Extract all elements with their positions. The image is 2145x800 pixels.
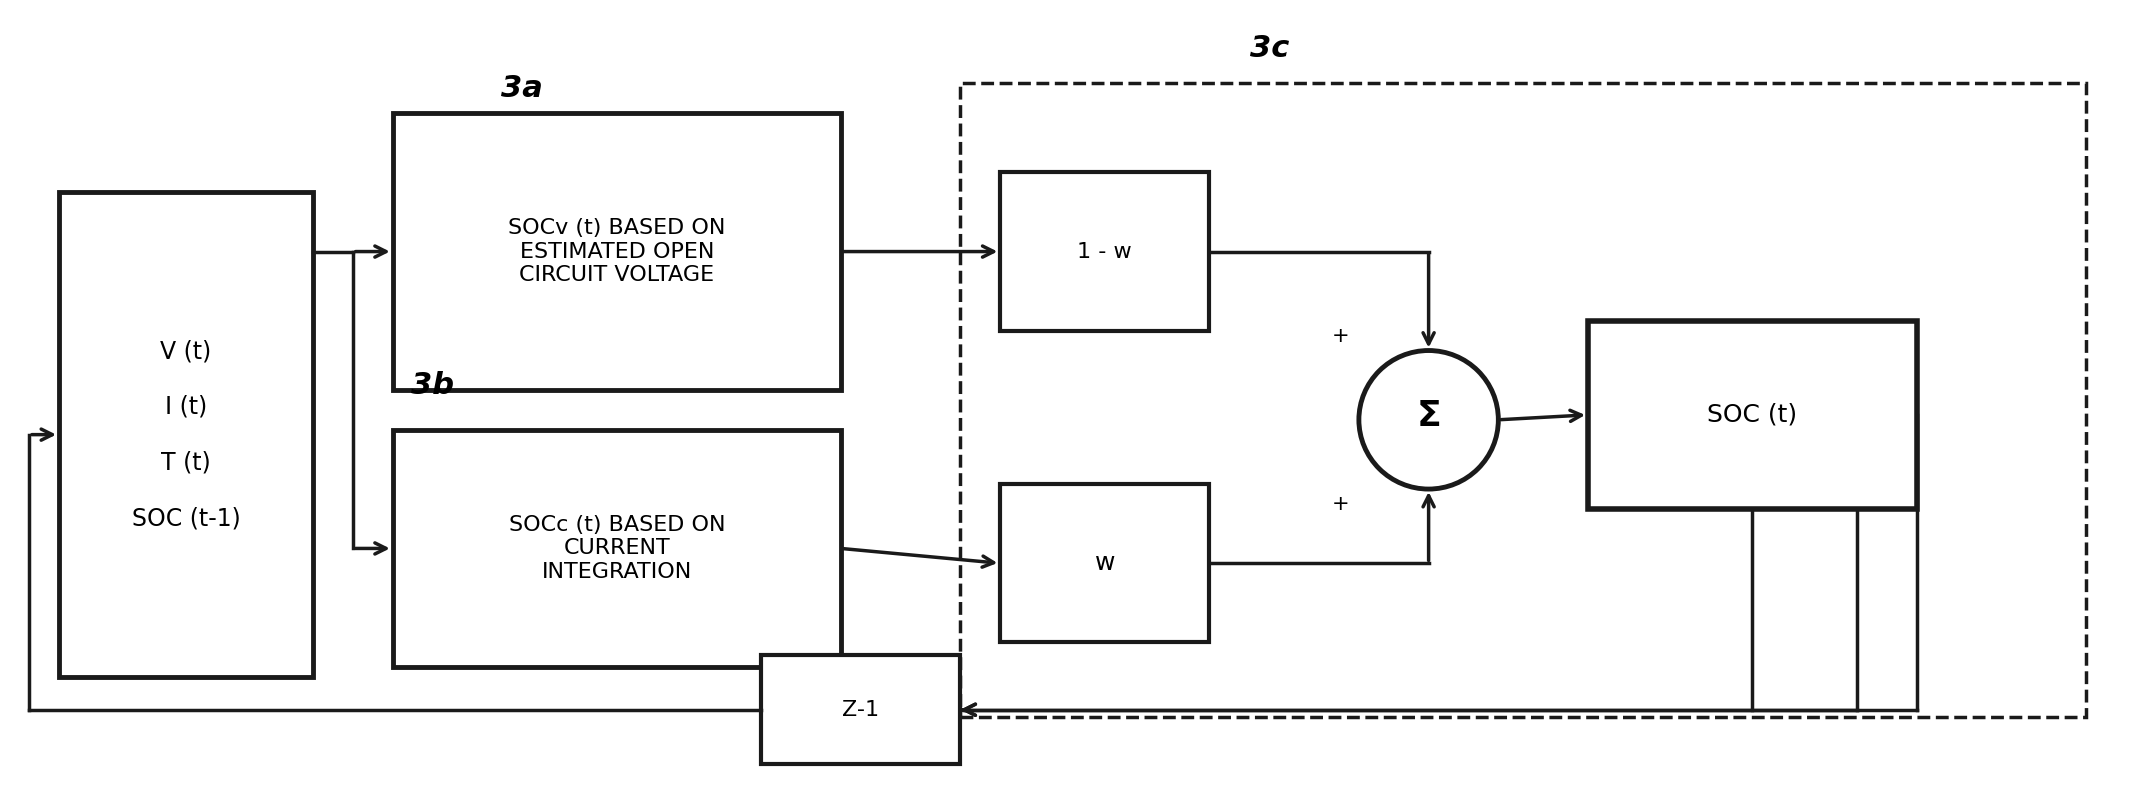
Text: +: + bbox=[1332, 326, 1349, 346]
Text: V (t)

I (t)

T (t)

SOC (t-1): V (t) I (t) T (t) SOC (t-1) bbox=[131, 339, 240, 530]
Circle shape bbox=[1360, 350, 1499, 489]
Text: SOC (t): SOC (t) bbox=[1707, 403, 1798, 427]
Bar bbox=[761, 655, 961, 764]
Text: Z-1: Z-1 bbox=[843, 700, 879, 720]
Text: Σ: Σ bbox=[1416, 399, 1441, 433]
Bar bbox=[1587, 321, 1918, 509]
Bar bbox=[393, 113, 841, 390]
Text: 1 - w: 1 - w bbox=[1077, 242, 1133, 262]
Bar bbox=[58, 192, 313, 677]
Text: 3c: 3c bbox=[1251, 34, 1289, 63]
Bar bbox=[393, 430, 841, 667]
Text: 3a: 3a bbox=[502, 74, 543, 102]
Text: w: w bbox=[1094, 551, 1115, 575]
Text: +: + bbox=[1332, 494, 1349, 514]
Text: 3b: 3b bbox=[412, 370, 455, 400]
Bar bbox=[1000, 484, 1210, 642]
Bar bbox=[1000, 172, 1210, 330]
Text: SOCv (t) BASED ON
ESTIMATED OPEN
CIRCUIT VOLTAGE: SOCv (t) BASED ON ESTIMATED OPEN CIRCUIT… bbox=[508, 218, 725, 285]
Text: SOCc (t) BASED ON
CURRENT
INTEGRATION: SOCc (t) BASED ON CURRENT INTEGRATION bbox=[508, 515, 725, 582]
Bar bbox=[961, 83, 2087, 717]
